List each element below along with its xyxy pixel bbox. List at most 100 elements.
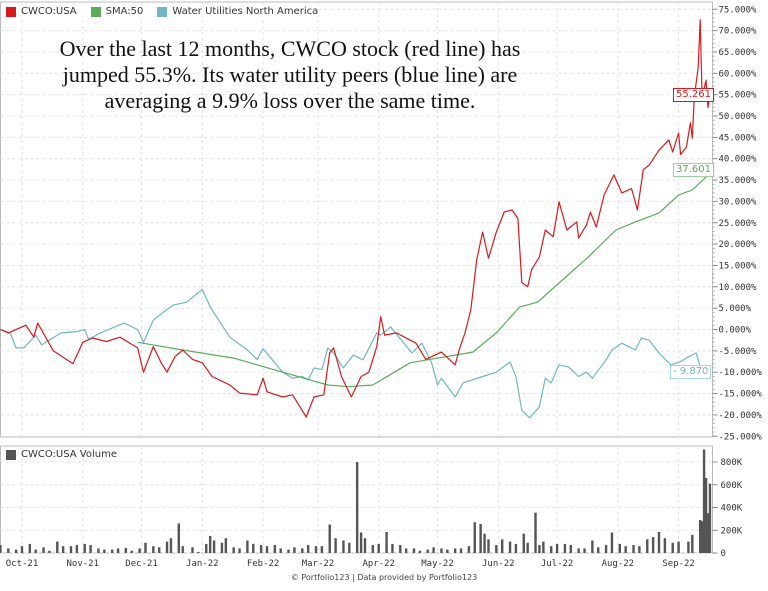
- legend-swatch-cwco: [6, 6, 16, 17]
- volume-bar: [0, 545, 2, 553]
- volume-y-tick-label: 600K: [721, 481, 743, 491]
- x-tick-label: Nov-21: [67, 559, 100, 569]
- volume-bar: [583, 548, 586, 553]
- volume-bar: [246, 540, 249, 553]
- legend-item-sma[interactable]: SMA:50: [90, 6, 143, 17]
- volume-bar: [181, 546, 184, 553]
- volume-bar: [363, 538, 367, 553]
- volume-bar: [487, 539, 490, 553]
- y-tick-label: 50.000%: [719, 112, 758, 122]
- volume-bar: [48, 550, 51, 553]
- volume-bar: [514, 543, 518, 553]
- volume-bar: [14, 549, 18, 553]
- volume-bar: [252, 543, 255, 553]
- y-tick-label: -10.000%: [719, 368, 763, 378]
- volume-bar: [604, 545, 608, 553]
- volume-bar: [34, 549, 37, 553]
- volume-bar: [144, 542, 147, 553]
- volume-bar: [534, 512, 537, 553]
- volume-bar: [432, 547, 435, 553]
- y-tick-label: 0.000%: [719, 326, 752, 336]
- volume-bar: [110, 549, 114, 553]
- y-tick-label: -5.000%: [719, 347, 758, 357]
- volume-bar: [501, 539, 504, 553]
- volume-bar: [610, 532, 614, 553]
- volume-bar: [7, 548, 10, 553]
- volume-bar: [526, 542, 529, 553]
- volume-bar: [320, 546, 324, 553]
- legend-item-cwco[interactable]: CWCO:USA: [6, 6, 77, 17]
- sma-line: [137, 168, 711, 388]
- volume-bar: [220, 542, 224, 553]
- volume-bar: [440, 548, 443, 553]
- volume-bar: [453, 548, 457, 553]
- volume-bar: [508, 541, 512, 553]
- x-tick-label: Mar-22: [302, 559, 335, 569]
- volume-bar: [28, 543, 32, 553]
- annotation-line: Over the last 12 months, CWCO stock (red…: [59, 36, 521, 61]
- x-tick-label: Jul-22: [541, 559, 574, 569]
- annotation-line: jumped 55.3%. Its water utility peers (b…: [62, 62, 518, 87]
- x-tick-label: Sep-22: [662, 559, 695, 569]
- volume-bar: [399, 545, 402, 553]
- volume-bar: [591, 540, 594, 553]
- x-tick-label: Aug-22: [602, 559, 635, 569]
- volume-bar: [138, 548, 141, 553]
- annotation: Over the last 12 months, CWCO stock (red…: [20, 36, 560, 114]
- legend-label: Water Utilities North America: [172, 6, 319, 17]
- volume-y-tick-label: 400K: [721, 504, 743, 514]
- volume-bar: [61, 546, 65, 553]
- volume-bar: [359, 532, 363, 553]
- y-tick-label: 25.000%: [719, 219, 758, 229]
- y-tick-label: -15.000%: [719, 390, 763, 400]
- volume-bar: [459, 548, 463, 553]
- volume-bar: [646, 539, 649, 553]
- volume-bar: [677, 541, 680, 553]
- volume-bar: [20, 546, 24, 553]
- x-tick-label: Dec-21: [125, 559, 158, 569]
- volume-y-tick-label: 0: [721, 549, 726, 559]
- volume-bar: [191, 547, 194, 553]
- volume-bar: [702, 449, 706, 553]
- y-tick-label: 55.000%: [719, 91, 758, 101]
- volume-bar: [103, 549, 106, 553]
- x-tick-label: Feb-22: [247, 559, 280, 569]
- volume-bar: [348, 542, 351, 553]
- volume-bar: [473, 522, 476, 553]
- volume-bar: [293, 547, 296, 553]
- value-label-cwco: 55.261: [673, 88, 714, 102]
- volume-bar: [177, 523, 180, 553]
- volume-bar: [687, 541, 690, 553]
- footer-credit: © Portfolio123 | Data provided by Portfo…: [290, 573, 478, 582]
- volume-bar: [232, 547, 235, 553]
- volume-bar: [56, 541, 59, 553]
- legend-label: CWCO:USA: [21, 6, 77, 17]
- volume-bar: [700, 521, 704, 553]
- y-tick-label: 5.000%: [719, 304, 752, 314]
- volume-bar: [314, 546, 318, 553]
- y-tick-label: 10.000%: [719, 283, 758, 293]
- volume-bar: [412, 548, 416, 553]
- x-tick-label: May-22: [421, 559, 454, 569]
- volume-bar: [446, 549, 449, 553]
- volume-bar: [671, 542, 674, 553]
- volume-bar: [618, 543, 621, 553]
- volume-bar: [355, 462, 359, 553]
- volume-bar: [165, 541, 169, 553]
- volume-bar: [632, 545, 635, 553]
- volume-swatch: [6, 449, 16, 460]
- legend-swatch-peers: [157, 6, 168, 17]
- volume-bar: [538, 545, 541, 553]
- legend-item-peers[interactable]: Water Utilities North America: [157, 6, 318, 17]
- volume-legend-label: CWCO:USA Volume: [21, 449, 117, 460]
- volume-bar: [704, 477, 708, 553]
- y-tick-label: -20.000%: [719, 411, 763, 421]
- volume-bar: [83, 543, 86, 553]
- volume-bar: [306, 545, 310, 553]
- volume-bar: [391, 543, 394, 553]
- volume-bar: [708, 483, 712, 553]
- peers-line: [0, 288, 711, 419]
- volume-bar: [691, 534, 694, 553]
- volume-bar: [577, 548, 580, 553]
- volume-bar: [698, 520, 702, 553]
